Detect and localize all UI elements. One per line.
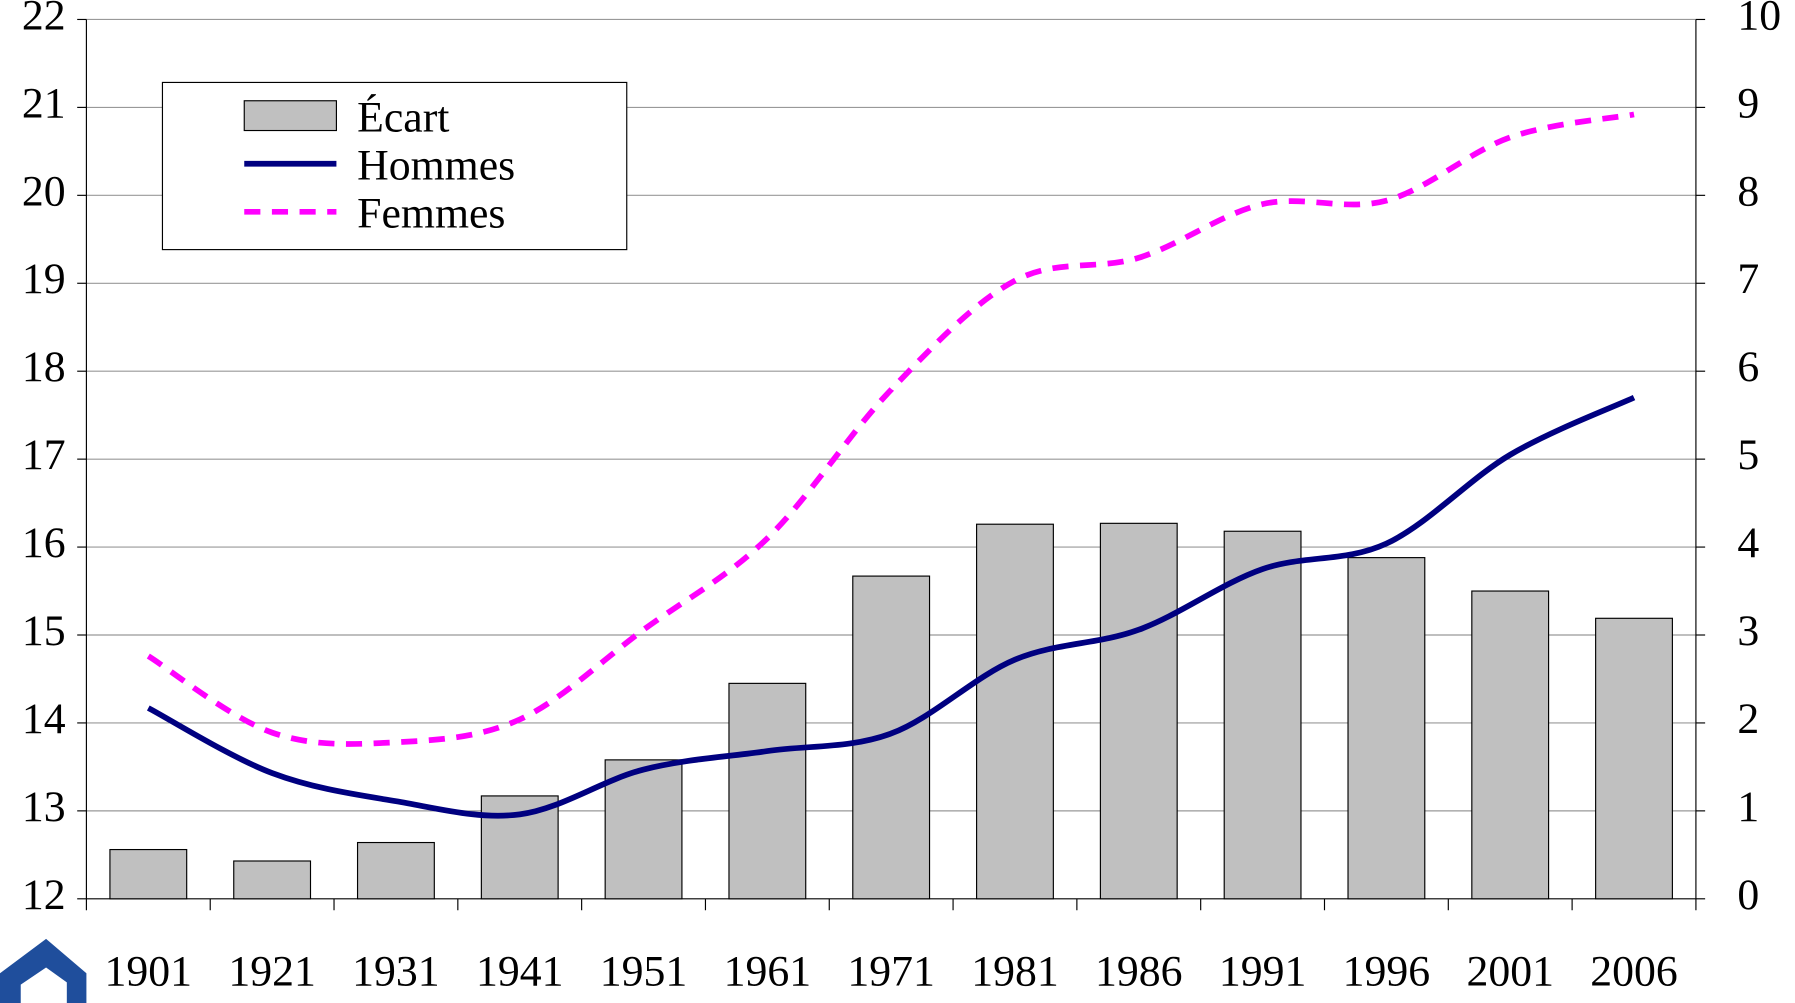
y2-tick-label: 10 xyxy=(1737,0,1781,39)
y-tick-label: 13 xyxy=(22,783,66,831)
y2-tick-label: 7 xyxy=(1737,255,1759,303)
y-tick-label: 15 xyxy=(22,607,66,655)
line-series xyxy=(146,111,1635,747)
bar xyxy=(976,523,1054,900)
legend-label: Écart xyxy=(357,92,449,141)
y-tick-label: 19 xyxy=(22,255,66,303)
bar xyxy=(1099,522,1178,900)
legend-box xyxy=(161,81,628,251)
y-tick-label: 22 xyxy=(22,0,66,39)
x-tick-label: 1941 xyxy=(476,948,564,996)
x-tick-label: 2006 xyxy=(1590,948,1678,996)
y-tick-label: 18 xyxy=(22,343,66,391)
bar xyxy=(728,682,807,900)
bar xyxy=(1595,617,1673,900)
x-tick-label: 1931 xyxy=(352,948,440,996)
legend-swatch xyxy=(243,100,337,132)
line-series xyxy=(146,394,1636,819)
y-tick-label: 16 xyxy=(22,519,66,567)
y2-tick-label: 2 xyxy=(1737,695,1759,743)
y2-tick-label: 1 xyxy=(1737,783,1759,831)
x-tick-label: 1996 xyxy=(1343,948,1431,996)
x-tick-label: 1971 xyxy=(847,948,935,996)
bar xyxy=(480,795,559,900)
y2-tick-label: 5 xyxy=(1737,431,1759,479)
bar xyxy=(1223,530,1302,900)
legend-label: Femmes xyxy=(357,190,505,238)
y-tick-label: 17 xyxy=(22,431,66,479)
y-tick-label: 21 xyxy=(22,80,66,128)
x-tick-label: 1921 xyxy=(228,948,316,996)
y2-tick-label: 3 xyxy=(1737,607,1759,655)
y-tick-label: 20 xyxy=(22,167,66,215)
y-tick-label: 12 xyxy=(22,871,66,919)
x-tick-label: 1986 xyxy=(1095,948,1183,996)
x-tick-label: 1901 xyxy=(105,948,193,996)
y2-tick-label: 0 xyxy=(1737,871,1759,919)
bar xyxy=(233,860,312,900)
bar xyxy=(356,841,435,900)
y2-tick-label: 8 xyxy=(1737,167,1759,215)
x-tick-label: 1981 xyxy=(971,948,1059,996)
x-tick-label: 1961 xyxy=(724,948,812,996)
bar xyxy=(604,759,683,900)
bar xyxy=(109,848,188,900)
bar xyxy=(1471,590,1550,900)
legend-label: Hommes xyxy=(357,142,515,190)
y2-tick-label: 6 xyxy=(1737,343,1759,391)
bar xyxy=(852,575,931,900)
x-tick-label: 1991 xyxy=(1219,948,1307,996)
x-tick-label: 1951 xyxy=(600,948,688,996)
y2-tick-label: 9 xyxy=(1737,80,1759,128)
y-tick-label: 14 xyxy=(22,695,66,743)
x-tick-label: 2001 xyxy=(1466,948,1554,996)
bar xyxy=(1347,557,1426,900)
logo xyxy=(0,938,87,1003)
y2-tick-label: 4 xyxy=(1737,519,1759,567)
